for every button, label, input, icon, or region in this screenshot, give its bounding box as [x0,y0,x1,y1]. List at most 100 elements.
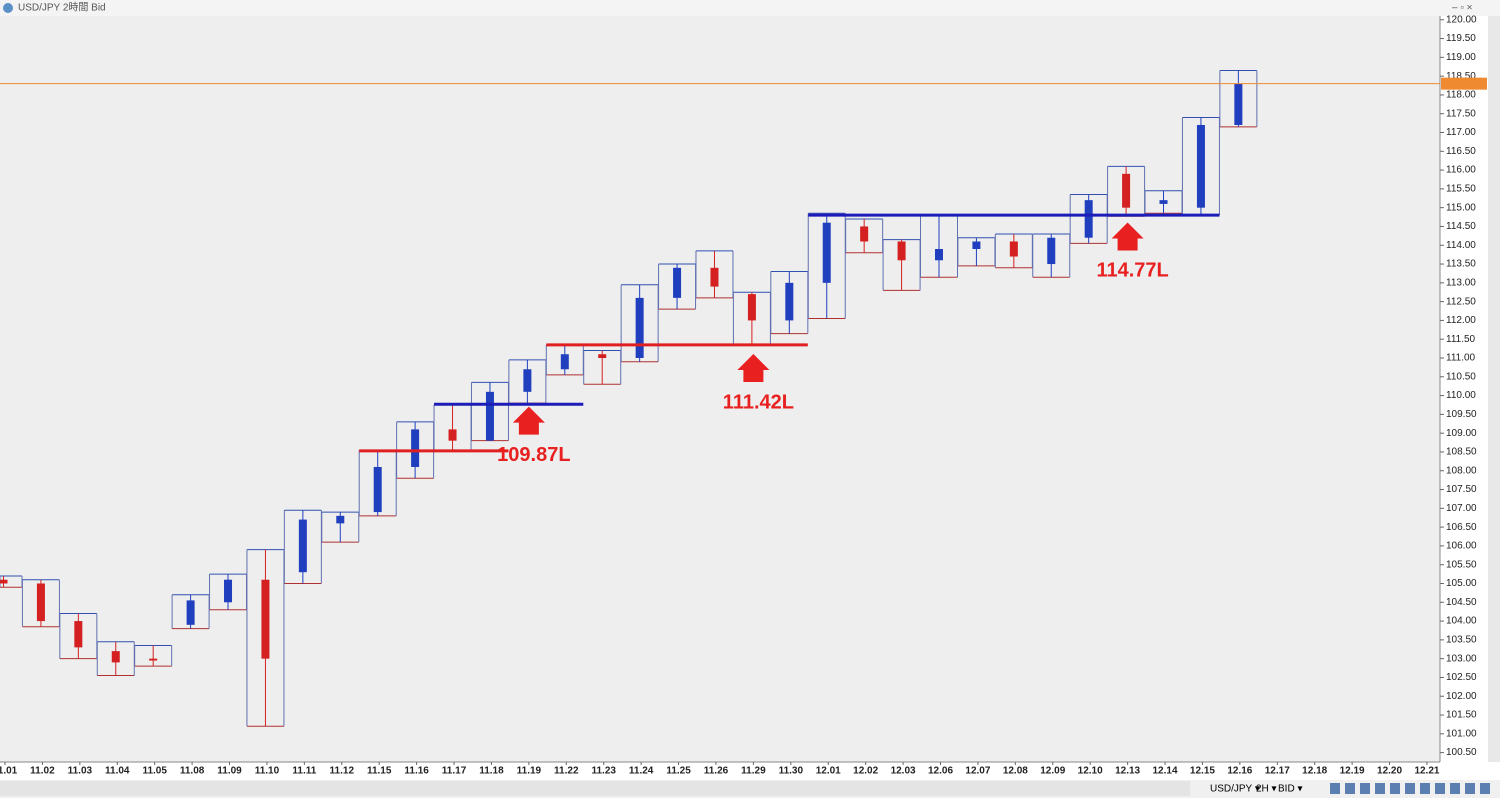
x-tick-label: 11.05 [142,766,167,777]
y-tick-label: 104.50 [1446,597,1477,608]
y-tick-label: 110.50 [1446,371,1476,382]
x-tick-label: 12.14 [1153,766,1178,777]
y-tick-label: 120.00 [1446,14,1477,25]
x-tick-label: 12.15 [1190,766,1215,777]
x-tick-label: 11.04 [105,766,130,777]
y-tick-label: 107.50 [1446,484,1477,495]
annotation-arrow [512,406,545,435]
plot-area [0,16,1440,762]
y-tick-label: 104.00 [1446,616,1477,627]
y-tick-label: 111.00 [1446,353,1476,364]
y-tick-label: 114.50 [1446,221,1476,232]
candle-body [972,241,981,250]
candle-body [298,519,307,573]
candle-body [411,429,420,467]
annotation-arrow [1111,222,1144,251]
y-tick-label: 113.50 [1446,259,1476,270]
x-tick-label: 12.01 [816,766,841,777]
candle-body [0,579,8,584]
candle-body [1196,124,1205,208]
y-tick-label: 111.50 [1446,334,1476,345]
candle-body [485,391,494,441]
candle-body [710,267,719,287]
x-tick-label: 12.07 [965,766,990,777]
annotation-arrow [737,353,770,382]
y-tick-label: 118.00 [1446,90,1476,101]
x-tick-label: 11.02 [30,766,55,777]
y-tick-label: 103.00 [1446,653,1477,664]
title-bar [0,0,1500,16]
candle-body [1122,173,1131,208]
x-tick-label: 12.03 [891,766,916,777]
x-tick-label: 12.19 [1340,766,1365,777]
annotation-label: 114.77L [1096,260,1168,282]
candle-body [523,369,532,392]
x-tick-label: 11.12 [330,766,355,777]
candle-body [149,658,158,661]
x-tick-label: 11.10 [255,766,280,777]
x-tick-label: 12.06 [928,766,953,777]
y-tick-label: 102.50 [1446,672,1477,683]
annotation-label: 111.42L [723,391,794,413]
x-tick-label: 11.08 [180,766,205,777]
y-tick-label: 106.50 [1446,522,1477,533]
x-tick-label: 12.21 [1414,766,1439,777]
y-tick-label: 110.00 [1446,390,1476,401]
toolbar-icons[interactable] [1330,783,1490,794]
h-scrollbar[interactable] [0,781,1190,796]
x-tick-label: 11.15 [367,766,392,777]
x-tick-label: 12.08 [1003,766,1028,777]
x-tick-label: 11.24 [629,766,654,777]
x-tick-label: 12.09 [1040,766,1065,777]
candle-body [673,267,682,298]
y-tick-label: 115.00 [1446,202,1476,213]
x-tick-label: 11.01 [0,766,18,777]
x-tick-label: 11.16 [404,766,429,777]
candle-body [635,297,644,358]
candle-body [785,282,794,321]
y-tick-label: 106.00 [1446,541,1477,552]
candle-body [935,249,943,261]
y-tick-label: 103.50 [1446,634,1477,645]
x-tick-label: 12.13 [1115,766,1140,777]
candle-body [822,222,831,283]
y-tick-label: 101.00 [1446,728,1477,739]
candle-body [1009,241,1018,257]
candle-body [1159,200,1168,204]
y-tick-label: 116.50 [1446,146,1476,157]
y-tick-label: 112.50 [1446,296,1476,307]
timeframe-select[interactable]: 2H ▾ [1256,784,1277,795]
x-tick-label: 11.23 [591,766,616,777]
y-tick-label: 117.50 [1446,108,1476,119]
y-tick-label: 100.50 [1446,747,1477,758]
scrollbar[interactable] [1488,16,1500,762]
candle-body [448,429,457,441]
candle-body [224,579,233,603]
candle-body [261,579,270,659]
candle-body [373,466,382,513]
x-tick-label: 12.16 [1227,766,1252,777]
x-tick-label: 11.03 [68,766,93,777]
candle-body [1047,237,1056,265]
y-tick-label: 108.50 [1446,447,1477,458]
candle-body [36,583,45,622]
y-tick-label: 113.00 [1446,277,1476,288]
x-tick-label: 12.17 [1265,766,1290,777]
price-type-select[interactable]: BID ▾ [1278,784,1302,795]
candle-body [1084,200,1093,238]
y-tick-label: 107.00 [1446,503,1477,514]
x-tick-label: 11.11 [292,766,316,777]
candle-body [336,515,345,524]
y-tick-label: 109.50 [1446,409,1477,420]
symbol-select[interactable]: USD/JPY ▾ [1210,784,1260,795]
window-controls[interactable]: – ▫ × [1452,3,1473,14]
y-tick-label: 109.00 [1446,428,1477,439]
x-tick-label: 11.09 [217,766,242,777]
candle-body [111,651,120,663]
current-price-marker [1441,77,1487,90]
x-tick-label: 11.19 [517,766,542,777]
y-tick-label: 102.00 [1446,691,1477,702]
annotation-label: 109.87L [497,444,570,466]
candle-body [747,294,756,321]
